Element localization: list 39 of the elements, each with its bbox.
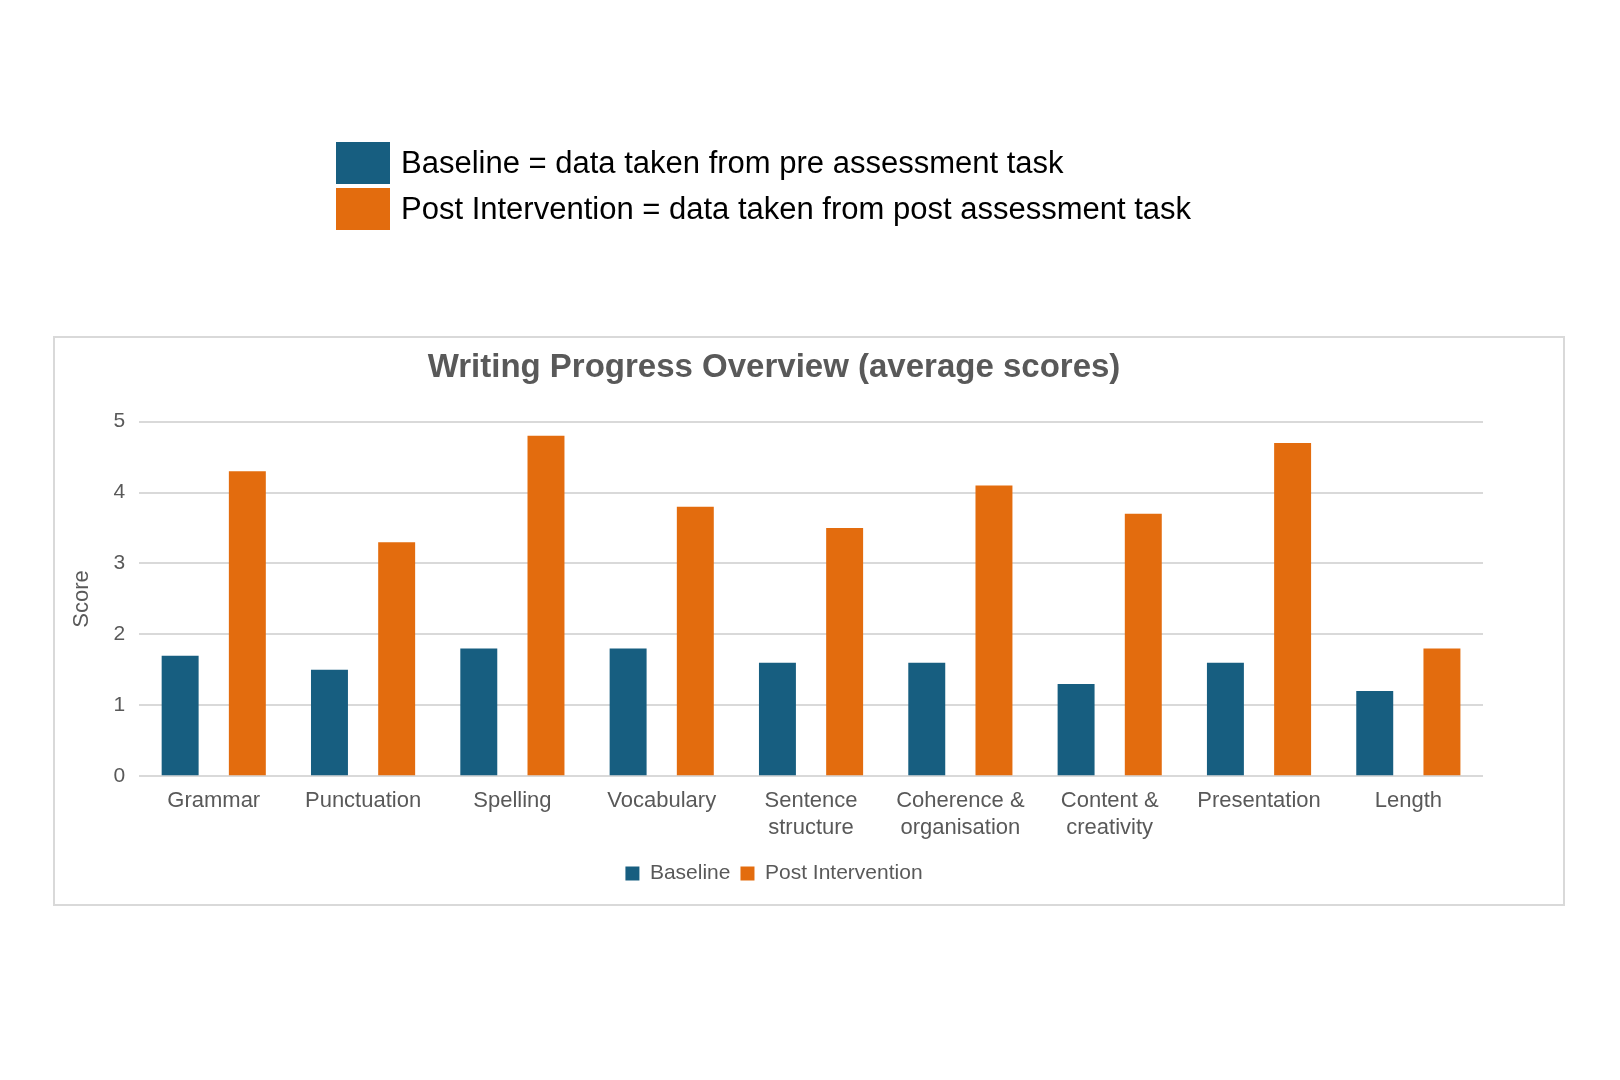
x-tick-label: Content & creativity xyxy=(1060,787,1159,839)
y-tick-label: 1 xyxy=(113,692,126,716)
bar xyxy=(527,435,565,776)
bar xyxy=(228,471,266,776)
bar xyxy=(908,662,946,776)
y-tick-label: 3 xyxy=(113,550,126,574)
x-tick-label: Punctuation xyxy=(304,787,422,813)
x-tick-label: Vocabulary xyxy=(607,787,717,813)
bar xyxy=(1206,662,1244,776)
text: Baseline = data taken from pre assessment task xyxy=(401,145,1064,181)
bar xyxy=(161,655,199,776)
x-tick-label: Length xyxy=(1374,787,1442,813)
bar xyxy=(1356,691,1394,776)
bar xyxy=(310,669,348,776)
y-tick-label: 0 xyxy=(113,763,126,786)
y-tick-label: 5 xyxy=(113,408,126,432)
x-tick-label: Sentence structure xyxy=(764,787,858,839)
y-tick-label: 4 xyxy=(113,479,126,503)
bar xyxy=(609,648,647,776)
bar xyxy=(1274,442,1312,776)
legend-label: Post Intervention xyxy=(764,860,923,884)
bar xyxy=(975,485,1013,776)
bar xyxy=(378,542,416,776)
chart-title: Writing Progress Overview (average scores) xyxy=(427,346,1121,384)
legend-label: Baseline xyxy=(649,860,731,884)
x-tick-label: Coherence & organisation xyxy=(896,787,1025,839)
bar xyxy=(676,506,714,776)
text: Post Intervention = data taken from post assessment task xyxy=(401,191,1192,227)
x-tick-label: Presentation xyxy=(1197,787,1321,813)
y-tick-label: 2 xyxy=(113,621,126,645)
bar xyxy=(1057,684,1095,776)
y-axis-title: Score xyxy=(68,570,94,628)
bar xyxy=(460,648,498,776)
bar xyxy=(1124,513,1162,776)
bar xyxy=(758,662,796,776)
x-tick-label: Spelling xyxy=(473,787,552,813)
bar xyxy=(1423,648,1461,776)
bar xyxy=(826,527,864,776)
x-tick-label: Grammar xyxy=(167,787,261,813)
